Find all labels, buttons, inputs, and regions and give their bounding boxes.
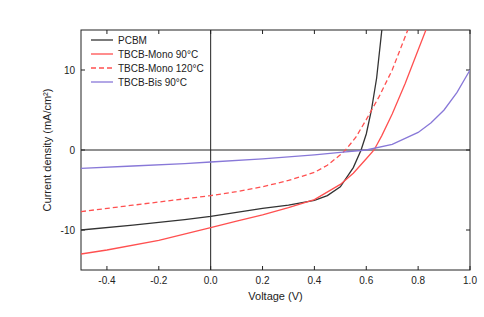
- x-tick: [366, 266, 367, 270]
- x-tick-label: 0.2: [256, 275, 270, 286]
- series-group: [81, 30, 470, 254]
- y-tick-right: [466, 150, 470, 151]
- x-tick-label: 0.4: [307, 275, 321, 286]
- plot-frame: [81, 30, 470, 270]
- legend-label: PCBM: [118, 35, 147, 46]
- x-tick-top: [314, 30, 315, 34]
- x-tick: [418, 266, 419, 270]
- x-tick-top: [470, 30, 471, 34]
- y-tick-label: 10: [64, 65, 76, 76]
- chart: -0.4 -0.2 0.0 0.2 0.4 0.6 0.8 1.0 -10 0 10 Voltage …: [0, 0, 484, 317]
- y-tick-label: 0: [69, 145, 75, 156]
- x-tick: [262, 266, 263, 270]
- legend-swatch: [91, 39, 113, 40]
- x-tick-top: [262, 30, 263, 34]
- x-tick-label: 1.0: [463, 275, 477, 286]
- x-tick: [470, 266, 471, 270]
- x-tick-top: [418, 30, 419, 34]
- y-axis-label: Current density (mA/cm²): [41, 89, 53, 212]
- legend-swatch: [91, 67, 113, 68]
- series-line: [81, 30, 382, 230]
- y-tick: [81, 150, 85, 151]
- x-tick-top: [106, 30, 107, 34]
- x-tick-label: 0.0: [204, 275, 218, 286]
- x-tick: [158, 266, 159, 270]
- x-tick-top: [210, 30, 211, 34]
- x-tick: [314, 266, 315, 270]
- legend-label: TBCB-Mono 120°C: [118, 63, 204, 74]
- y-tick: [81, 70, 85, 71]
- x-tick-top: [366, 30, 367, 34]
- zero-line-y: [81, 150, 470, 151]
- x-tick: [210, 266, 211, 270]
- x-tick-label: -0.2: [150, 275, 168, 286]
- legend-swatch: [91, 81, 113, 82]
- x-axis-label: Voltage (V): [248, 290, 302, 302]
- legend-swatch: [91, 53, 113, 54]
- x-tick: [106, 266, 107, 270]
- series-line: [81, 30, 408, 212]
- series-line: [81, 30, 426, 254]
- x-tick-label: -0.4: [98, 275, 116, 286]
- y-tick-label: -10: [61, 225, 76, 236]
- legend-label: TBCB-Bis 90°C: [118, 77, 187, 88]
- y-tick-right: [466, 230, 470, 231]
- x-tick-top: [158, 30, 159, 34]
- x-tick-label: 0.6: [359, 275, 373, 286]
- series-line: [81, 70, 470, 168]
- x-tick-label: 0.8: [411, 275, 425, 286]
- legend-label: TBCB-Mono 90°C: [118, 49, 198, 60]
